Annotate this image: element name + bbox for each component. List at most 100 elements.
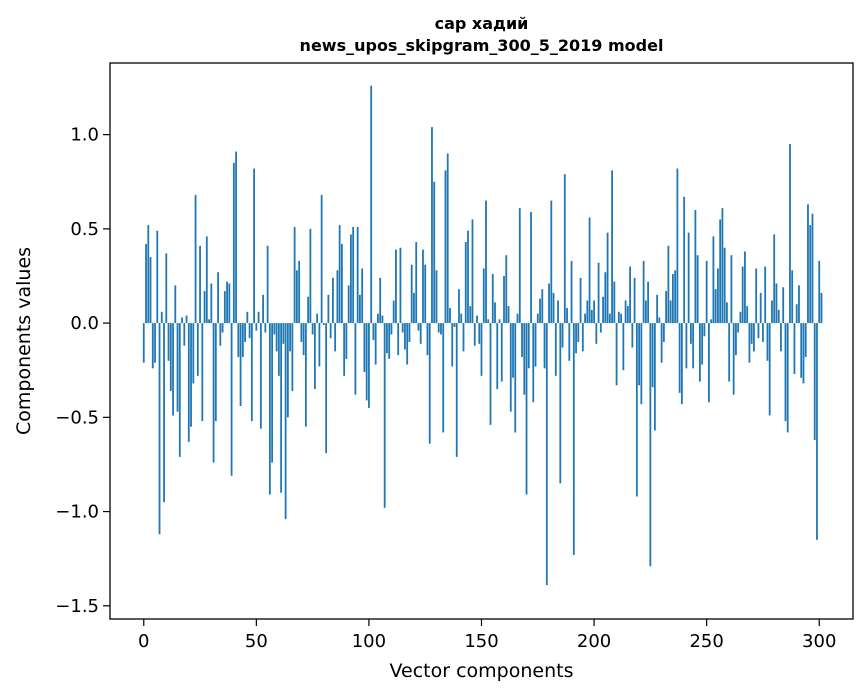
- bar: [482, 268, 485, 324]
- bar: [334, 323, 337, 352]
- bar: [667, 245, 670, 324]
- x-tick-label: 0: [138, 631, 149, 652]
- bar: [608, 313, 611, 324]
- bar: [644, 300, 647, 324]
- bar: [744, 251, 746, 324]
- bar: [494, 302, 496, 324]
- bar: [203, 291, 206, 324]
- bar: [253, 168, 255, 324]
- bar: [651, 323, 654, 388]
- bar: [717, 268, 719, 324]
- bar: [458, 289, 460, 324]
- bar: [316, 313, 319, 324]
- bar: [624, 300, 627, 324]
- bar: [386, 323, 388, 354]
- bar: [491, 274, 494, 324]
- bar: [237, 323, 240, 358]
- bar: [570, 260, 573, 324]
- bar: [397, 323, 400, 356]
- bar: [241, 323, 244, 358]
- bar: [701, 323, 704, 365]
- bar: [196, 323, 199, 376]
- bar: [689, 323, 692, 344]
- bar: [584, 313, 586, 324]
- bar: [444, 170, 447, 324]
- bar: [696, 255, 699, 324]
- bar: [653, 323, 656, 431]
- bar: [311, 323, 314, 335]
- bar: [708, 323, 710, 403]
- bar: [759, 292, 762, 324]
- bar: [208, 319, 210, 324]
- bar: [532, 323, 535, 403]
- bar: [757, 323, 760, 339]
- bar: [413, 292, 415, 324]
- bar: [685, 323, 688, 369]
- bar: [577, 323, 580, 342]
- bar: [268, 323, 271, 495]
- bar: [509, 323, 512, 412]
- bar: [615, 323, 618, 386]
- bar: [223, 291, 226, 324]
- bar: [178, 323, 181, 457]
- bar: [399, 247, 402, 324]
- bar: [212, 323, 215, 463]
- bar: [575, 323, 577, 354]
- bar: [620, 313, 622, 324]
- bar: [158, 323, 161, 535]
- bar: [622, 323, 625, 371]
- bar: [455, 323, 458, 457]
- bar: [496, 323, 499, 390]
- bar: [239, 323, 242, 407]
- bar: [302, 323, 305, 356]
- bar: [563, 174, 566, 324]
- bar: [295, 270, 298, 324]
- bar: [259, 323, 262, 429]
- bar: [336, 270, 339, 324]
- bar: [548, 283, 550, 324]
- bar: [480, 323, 483, 376]
- y-tick-label: 1.0: [70, 125, 99, 146]
- bar: [304, 323, 307, 427]
- bar: [451, 323, 454, 367]
- bar: [160, 311, 163, 324]
- bar: [750, 323, 753, 344]
- bar: [147, 225, 150, 324]
- bar: [419, 323, 422, 344]
- bar: [766, 323, 769, 361]
- bar: [671, 274, 674, 324]
- bar: [586, 300, 589, 324]
- bar: [422, 249, 424, 324]
- bar: [498, 319, 501, 324]
- bar: [440, 323, 442, 335]
- bar: [721, 208, 724, 324]
- x-tick-label: 300: [802, 631, 836, 652]
- bar: [687, 232, 690, 324]
- bar: [235, 151, 237, 324]
- bar: [647, 281, 650, 324]
- chart-subtitle: news_upos_skipgram_300_5_2019 model: [300, 36, 664, 55]
- bar: [599, 323, 602, 333]
- bar: [791, 270, 794, 324]
- bar: [230, 323, 233, 476]
- bar: [307, 296, 310, 324]
- bar: [185, 315, 188, 324]
- bar: [187, 323, 190, 442]
- bar: [755, 268, 758, 324]
- bar: [284, 323, 287, 520]
- bar: [784, 323, 787, 422]
- bar: [262, 294, 264, 324]
- bar: [662, 323, 665, 342]
- bar: [780, 323, 782, 352]
- bar: [190, 323, 192, 427]
- bar: [473, 323, 476, 346]
- bar: [798, 285, 800, 324]
- y-axis-ticks: −1.5 −1.0 −0.5 0.0 0.5 1.0: [55, 125, 110, 617]
- bar: [395, 249, 397, 324]
- bar: [354, 323, 357, 395]
- bar: [739, 311, 742, 324]
- bar: [388, 323, 391, 359]
- bar: [325, 323, 328, 454]
- bar: [665, 291, 668, 324]
- bar: [149, 257, 152, 324]
